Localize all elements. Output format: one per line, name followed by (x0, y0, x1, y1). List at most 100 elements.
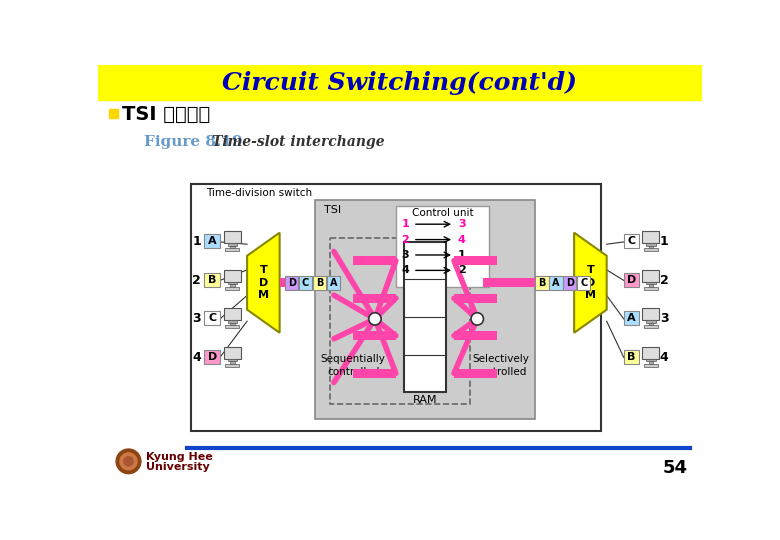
Circle shape (120, 453, 137, 470)
Text: 4: 4 (458, 234, 466, 245)
Bar (228, 359, 237, 361)
Bar (230, 284, 235, 287)
Text: 2: 2 (193, 274, 201, 287)
Bar (285, 276, 298, 289)
Bar (353, 256, 396, 265)
Text: 3: 3 (458, 219, 466, 229)
Bar (204, 234, 220, 248)
Text: C: C (580, 278, 587, 288)
Text: Sequentially
controlled: Sequentially controlled (321, 354, 385, 377)
Text: A: A (208, 236, 217, 246)
Text: 3: 3 (193, 313, 201, 326)
Text: TSI: TSI (324, 205, 341, 215)
Text: Control unit: Control unit (412, 208, 473, 218)
Bar (98, 65, 702, 100)
Text: B: B (538, 278, 546, 288)
Bar (535, 278, 574, 287)
Bar (190, 184, 601, 430)
Bar (313, 276, 326, 289)
Circle shape (369, 313, 381, 325)
Bar (330, 238, 470, 403)
Bar (228, 320, 237, 323)
Text: A: A (552, 278, 560, 288)
Bar (648, 361, 653, 363)
Bar (353, 369, 396, 378)
Bar (204, 311, 220, 325)
Text: 3: 3 (402, 250, 409, 260)
Bar (353, 331, 396, 340)
Bar (299, 276, 312, 289)
Bar (454, 369, 497, 378)
Text: 2: 2 (401, 234, 409, 245)
Bar (624, 311, 640, 325)
Text: C: C (302, 278, 309, 288)
Bar (225, 287, 239, 289)
Bar (314, 200, 535, 419)
Text: B: B (627, 352, 636, 362)
Bar (225, 363, 239, 367)
Bar (225, 248, 239, 251)
Bar (228, 244, 237, 246)
Text: 3: 3 (660, 313, 668, 326)
Text: D: D (288, 278, 296, 288)
Text: C: C (627, 236, 636, 246)
Bar (204, 350, 220, 363)
Circle shape (471, 313, 484, 325)
Bar (563, 276, 576, 289)
Text: D: D (627, 275, 636, 285)
Bar (646, 282, 655, 284)
Bar (224, 231, 241, 244)
Polygon shape (574, 233, 607, 333)
Bar (484, 278, 574, 287)
Bar (230, 323, 235, 325)
Text: Selectively
controlled: Selectively controlled (472, 354, 529, 377)
Circle shape (124, 457, 133, 466)
Bar (577, 276, 590, 289)
Bar (454, 256, 497, 265)
Bar (454, 294, 497, 303)
Bar (230, 361, 235, 363)
Bar (353, 294, 396, 303)
Bar (549, 276, 562, 289)
Text: 4: 4 (401, 265, 410, 275)
Bar (224, 269, 241, 282)
Bar (224, 347, 241, 359)
Polygon shape (247, 233, 279, 333)
Bar (644, 325, 658, 328)
Bar (230, 246, 235, 248)
Bar (624, 234, 640, 248)
Text: D: D (207, 352, 217, 362)
Bar (648, 246, 653, 248)
Text: 2: 2 (660, 274, 668, 287)
Bar (644, 248, 658, 251)
Text: 2: 2 (458, 265, 466, 275)
Bar (624, 273, 640, 287)
Bar (642, 347, 659, 359)
Bar (646, 244, 655, 246)
Bar (644, 363, 658, 367)
Text: 54: 54 (663, 460, 688, 477)
Bar (642, 308, 659, 320)
Text: RAM: RAM (413, 395, 437, 405)
Bar (642, 231, 659, 244)
Bar (642, 269, 659, 282)
Bar (403, 242, 446, 392)
Bar (454, 331, 497, 340)
Text: University: University (146, 462, 209, 472)
Bar (648, 284, 653, 287)
Bar (279, 278, 310, 287)
Text: Circuit Switching(cont'd): Circuit Switching(cont'd) (222, 71, 577, 94)
Bar (624, 350, 640, 363)
Text: 4: 4 (660, 351, 668, 364)
Bar (396, 206, 489, 287)
Text: D: D (566, 278, 574, 288)
Text: C: C (208, 313, 216, 323)
Text: 1: 1 (401, 219, 409, 229)
Text: Kyung Hee: Kyung Hee (146, 453, 212, 462)
Bar (204, 273, 220, 287)
Text: B: B (208, 275, 216, 285)
Text: T
D
M: T D M (585, 265, 596, 300)
Text: Time-division switch: Time-division switch (206, 188, 312, 198)
Bar (646, 359, 655, 361)
Circle shape (116, 449, 141, 474)
